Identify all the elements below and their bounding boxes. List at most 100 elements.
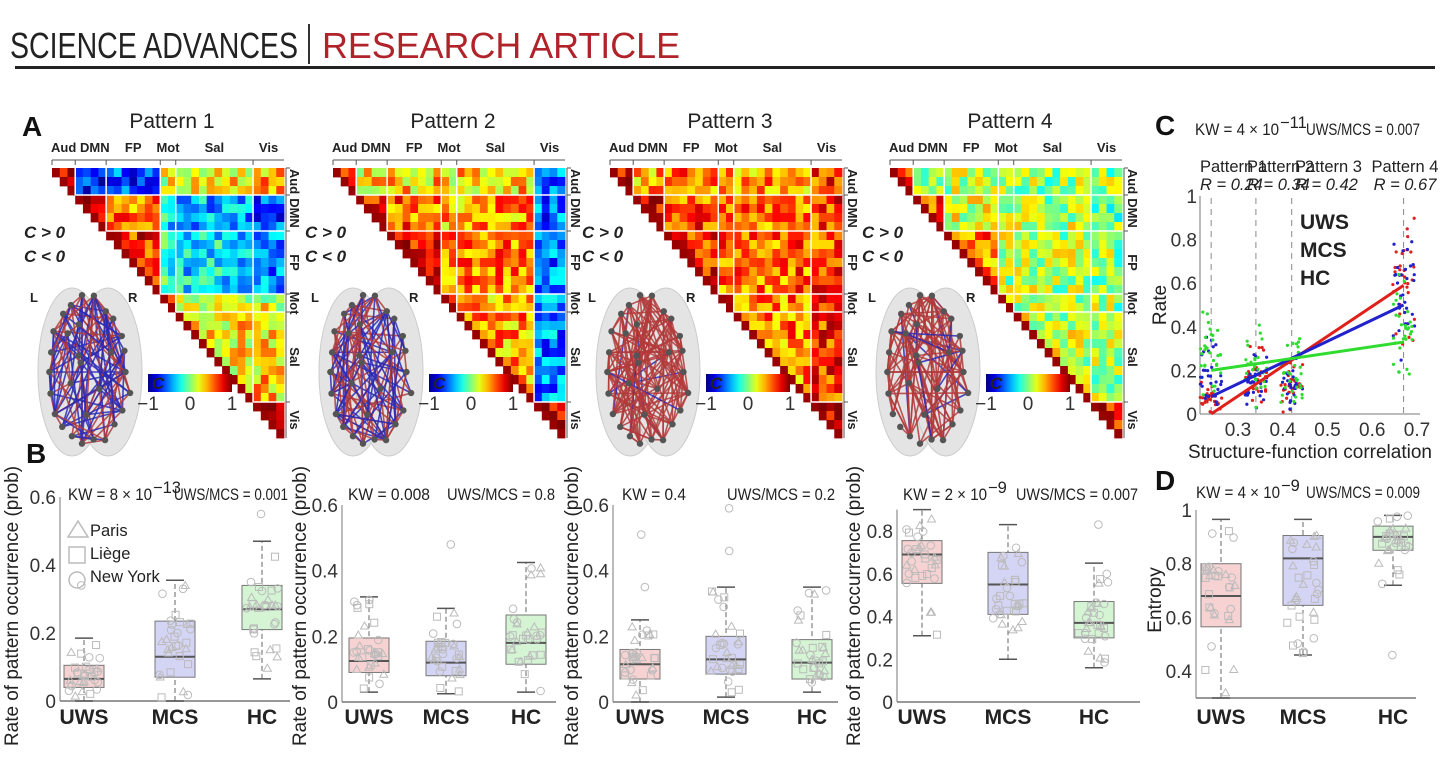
data-point-paris [77,686,88,696]
heatmap-cell [1106,267,1115,277]
heatmap-cell [387,177,396,187]
heatmap-cell [710,285,719,295]
heatmap-cell [168,303,177,313]
heatmap-cell [456,294,465,304]
scatter-point-uws [1210,391,1214,395]
heatmap-cell [541,213,550,223]
network-node [340,423,347,431]
heatmap-cell [129,204,138,214]
pattern-title: Pattern 3 [687,110,772,133]
heatmap-cell [1044,294,1053,304]
heatmap-cell [1029,294,1038,304]
scatter-point-uws [1291,377,1295,382]
data-point-liege [998,561,1007,570]
heatmap-cell [1067,294,1076,304]
heatmap-cell [129,213,138,223]
heatmap-cell [526,267,535,277]
heatmap-cell [379,213,388,223]
data-point-new-york [271,618,280,627]
network-edge [679,371,685,411]
heatmap-cell [1106,312,1115,322]
outlier-point [636,530,646,539]
network-edge [923,371,965,416]
heatmap-cell [75,195,84,205]
heatmap-cell [818,312,827,322]
heatmap-cell [198,321,208,331]
network-node [884,368,891,376]
heatmap-cell [268,222,277,232]
heatmap-cell [1098,240,1107,250]
heatmap-cell [379,186,388,196]
network-node [608,328,615,335]
heatmap-cell [780,294,789,304]
heatmap-cell [656,213,665,223]
scatter-point-hc [1295,385,1299,389]
network-label-top: Aud [51,140,76,155]
data-point-paris [712,661,723,671]
heatmap-cell [826,258,835,268]
heatmap-cell [944,204,953,214]
heatmap-cell [237,321,246,331]
heatmap-cell [787,348,796,358]
heatmap-cell [818,258,827,268]
heatmap-cell [229,177,238,187]
heatmap-cell [67,186,76,196]
scatter-point-uws [1256,389,1261,393]
heatmap-cell [534,384,543,394]
y-axis-label: Rate of pattern occurrence (prob) [562,466,583,746]
data-point-liege [157,693,166,702]
heatmap-cell [1091,222,1100,232]
heatmap-cell [340,177,349,187]
heatmap-cell [1114,249,1123,259]
data-point-liege [166,668,175,677]
heatmap-cell [541,366,550,376]
heatmap-cell [487,213,496,223]
network-node [111,421,118,428]
heatmap-cell [1098,195,1107,205]
y-tick-label: 0.6 [30,488,56,509]
heatmap-cell [276,177,285,187]
heatmap-cell [959,186,968,196]
heatmap-cell [121,204,130,214]
heatmap-cell [410,168,419,178]
heatmap-cell [557,339,566,349]
heatmap-cell [472,177,481,187]
heatmap-cell [1021,213,1030,223]
heatmap-cell [472,321,481,331]
scatter-point-hc [1409,330,1414,334]
heatmap-cell [222,330,231,340]
heatmap-cell [510,312,519,322]
data-point-liege [1015,599,1024,608]
network-edge [624,304,630,334]
y-axis-label: Rate of pattern occurrence (prob) [844,466,865,746]
data-point-paris [1012,601,1023,610]
data-point-paris [1092,598,1103,607]
data-point-liege [255,582,264,591]
heatmap-cell [826,321,835,331]
kw-exponent: −11 [1280,114,1307,132]
heatmap-cell [795,375,804,385]
heatmap-cell [803,177,812,187]
heatmap-cell [160,276,169,286]
heatmap-cell [59,177,68,187]
heatmap-cell [433,267,442,277]
heatmap-cell [175,213,184,223]
heatmap-cell [803,240,812,250]
heatmap-cell [534,294,543,304]
heatmap-cell [1060,258,1069,268]
data-point-new-york [505,632,515,641]
data-point-liege [1010,599,1019,608]
heatmap-cell [557,258,566,268]
heatmap-cell [245,312,254,322]
heatmap-cell [534,348,543,358]
heatmap-cell [387,168,396,178]
heatmap-cell [160,222,169,232]
network-edge [931,423,953,441]
heatmap-cell [245,258,254,268]
y-axis-label: Entropy [1145,567,1166,633]
heatmap-cell [253,348,262,358]
heatmap-cell [229,276,238,286]
network-label-top: DMN [361,140,391,155]
box-mcs [425,540,467,696]
